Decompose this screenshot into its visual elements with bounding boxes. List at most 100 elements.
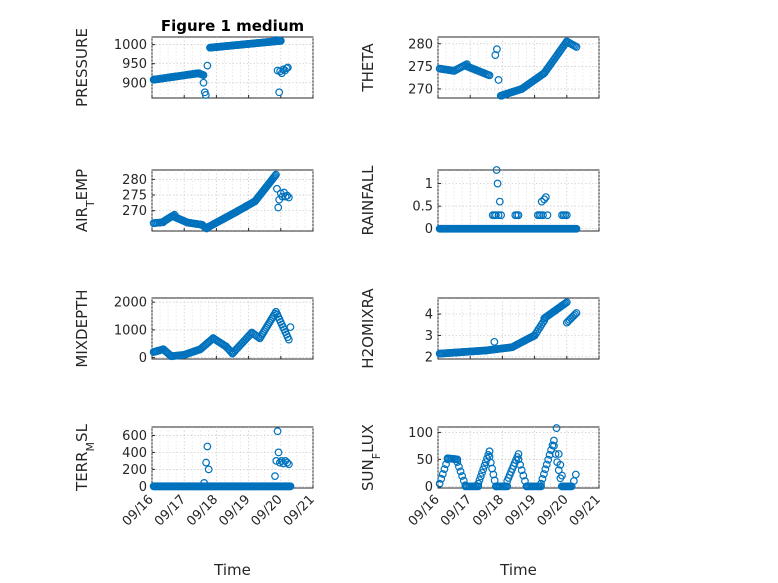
data-point bbox=[572, 224, 581, 233]
data-point bbox=[571, 470, 580, 479]
y-tick-label: 0 bbox=[139, 351, 147, 366]
y-tick-label: 900 bbox=[122, 76, 147, 91]
data-point bbox=[199, 71, 208, 80]
data-point bbox=[208, 335, 216, 344]
data-point bbox=[283, 458, 292, 467]
data-point bbox=[558, 471, 566, 480]
data-point bbox=[202, 458, 210, 467]
data-point bbox=[200, 479, 209, 487]
y-axis-label: H2OMIXRA bbox=[359, 288, 377, 369]
data-point bbox=[494, 211, 503, 220]
y-tick-label: 270 bbox=[122, 204, 147, 219]
data-point bbox=[283, 63, 292, 72]
data-point bbox=[552, 424, 561, 432]
data-point bbox=[572, 309, 581, 317]
y-tick-label: 280 bbox=[122, 173, 147, 188]
y-tick-label: 4 bbox=[425, 308, 433, 323]
data-point bbox=[492, 211, 500, 220]
y-tick-label: 0 bbox=[425, 222, 433, 237]
y-tick-label: 1000 bbox=[114, 38, 147, 53]
x-axis-label: Time bbox=[499, 561, 537, 579]
chart-title: Figure 1 medium bbox=[161, 17, 304, 35]
y-tick-label: 600 bbox=[122, 429, 147, 444]
data-point bbox=[272, 170, 280, 179]
data-point bbox=[485, 71, 494, 80]
y-tick-label: 2 bbox=[425, 350, 433, 365]
data-point bbox=[271, 171, 279, 180]
data-point bbox=[474, 479, 483, 488]
data-point bbox=[550, 436, 558, 445]
y-tick-label: 1 bbox=[425, 177, 433, 192]
data-point bbox=[203, 442, 212, 451]
y-tick-label: 275 bbox=[408, 60, 433, 75]
data-point bbox=[284, 193, 293, 202]
data-point bbox=[275, 458, 284, 467]
data-point bbox=[455, 462, 463, 471]
data-point bbox=[519, 471, 528, 480]
data-point bbox=[272, 36, 280, 44]
data-point bbox=[561, 299, 570, 308]
data-point bbox=[541, 193, 550, 202]
data-point bbox=[276, 36, 285, 45]
data-point bbox=[456, 467, 465, 476]
y-axis-label: PRESSURE bbox=[73, 28, 91, 107]
data-point bbox=[270, 173, 279, 181]
y-tick-label: 0.5 bbox=[412, 200, 433, 215]
data-point bbox=[539, 211, 547, 220]
data-point bbox=[497, 91, 506, 100]
data-point bbox=[480, 461, 489, 470]
data-point bbox=[437, 474, 446, 483]
data-point bbox=[476, 472, 485, 481]
subplot-pressure: 900 950 1000 PRESSURE Figure 1 medium bbox=[73, 17, 314, 107]
data-point bbox=[453, 458, 462, 466]
data-point bbox=[554, 450, 563, 458]
data-point bbox=[492, 166, 501, 174]
data-point bbox=[493, 45, 501, 54]
y-tick-label: 280 bbox=[408, 37, 433, 52]
axes-background bbox=[151, 426, 314, 489]
data-point bbox=[537, 479, 545, 488]
y-tick-label: 0 bbox=[425, 480, 433, 495]
data-point bbox=[475, 476, 484, 484]
data-point bbox=[538, 474, 547, 483]
subplot-theta: 270 275 280 THETA bbox=[359, 36, 600, 100]
data-point bbox=[562, 211, 571, 220]
data-point bbox=[274, 448, 283, 457]
data-point bbox=[284, 460, 293, 469]
data-point bbox=[485, 447, 494, 456]
data-point bbox=[438, 470, 447, 478]
y-tick-label: 400 bbox=[122, 446, 147, 461]
y-tick-label: 3 bbox=[425, 329, 433, 344]
y-tick-label: 0 bbox=[139, 480, 147, 495]
data-point bbox=[201, 91, 210, 99]
y-axis-label: AIRTEMP bbox=[73, 169, 97, 232]
subplot-h2omixra: 2 3 4 H2OMIXRA bbox=[359, 288, 600, 369]
data-point bbox=[478, 468, 486, 477]
data-point bbox=[203, 61, 212, 70]
data-point bbox=[273, 427, 282, 436]
data-point bbox=[540, 470, 548, 478]
data-point bbox=[275, 88, 284, 97]
data-point bbox=[545, 450, 554, 459]
y-axis-label: MIXDEPTH bbox=[73, 289, 91, 367]
data-point bbox=[271, 472, 279, 481]
y-axis-label: THETA bbox=[359, 43, 377, 93]
data-point bbox=[517, 466, 526, 475]
data-point bbox=[495, 197, 504, 206]
data-point bbox=[284, 335, 293, 344]
y-axis-label: RAINFALL bbox=[359, 165, 377, 236]
data-point bbox=[514, 450, 523, 458]
data-point bbox=[514, 211, 523, 220]
data-point bbox=[516, 460, 525, 469]
data-point bbox=[273, 184, 281, 193]
data-point bbox=[204, 465, 213, 474]
y-tick-label: 950 bbox=[122, 57, 147, 72]
data-point bbox=[490, 337, 499, 346]
y-tick-label: 2000 bbox=[114, 296, 147, 311]
data-point bbox=[494, 76, 503, 84]
data-point bbox=[479, 465, 488, 474]
data-point bbox=[497, 211, 506, 220]
data-point bbox=[542, 460, 551, 469]
data-point bbox=[286, 482, 295, 491]
y-tick-label: 200 bbox=[122, 463, 147, 478]
